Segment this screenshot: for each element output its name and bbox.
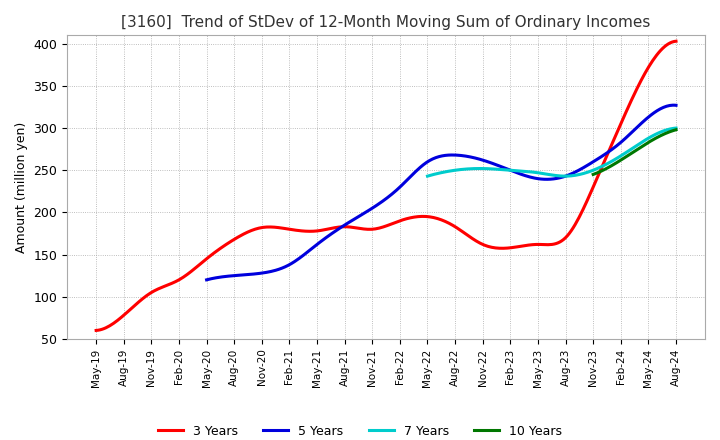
Legend: 3 Years, 5 Years, 7 Years, 10 Years: 3 Years, 5 Years, 7 Years, 10 Years <box>153 420 567 440</box>
10 Years <box>638 143 647 149</box>
3 Years <box>617 119 626 125</box>
7 Years <box>672 125 680 131</box>
Line: 3 Years: 3 Years <box>96 41 676 330</box>
5 Years <box>628 129 636 135</box>
3 Years <box>92 328 101 333</box>
10 Years <box>639 143 648 148</box>
5 Years <box>672 103 680 108</box>
Line: 7 Years: 7 Years <box>428 128 676 176</box>
7 Years <box>561 173 570 179</box>
Line: 5 Years: 5 Years <box>207 105 676 280</box>
7 Years <box>576 172 585 177</box>
7 Years <box>571 172 580 178</box>
7 Years <box>424 173 433 179</box>
5 Years <box>480 158 489 163</box>
10 Years <box>659 132 667 137</box>
5 Years <box>669 103 678 108</box>
3 Years <box>435 216 444 222</box>
10 Years <box>672 127 680 132</box>
7 Years <box>423 173 432 179</box>
3 Years <box>672 39 680 44</box>
3 Years <box>446 222 455 227</box>
7 Years <box>572 172 580 178</box>
10 Years <box>664 130 672 135</box>
Y-axis label: Amount (million yen): Amount (million yen) <box>15 121 28 253</box>
5 Years <box>490 161 498 166</box>
3 Years <box>437 217 446 223</box>
5 Years <box>598 154 606 159</box>
10 Years <box>638 143 647 149</box>
5 Years <box>482 158 490 164</box>
5 Years <box>204 277 212 282</box>
7 Years <box>634 142 642 147</box>
10 Years <box>589 172 598 177</box>
Line: 10 Years: 10 Years <box>593 130 676 174</box>
5 Years <box>202 277 211 282</box>
7 Years <box>649 133 658 138</box>
3 Years <box>94 328 102 333</box>
Title: [3160]  Trend of StDev of 12-Month Moving Sum of Ordinary Incomes: [3160] Trend of StDev of 12-Month Moving… <box>122 15 651 30</box>
3 Years <box>580 203 589 208</box>
10 Years <box>589 172 598 177</box>
